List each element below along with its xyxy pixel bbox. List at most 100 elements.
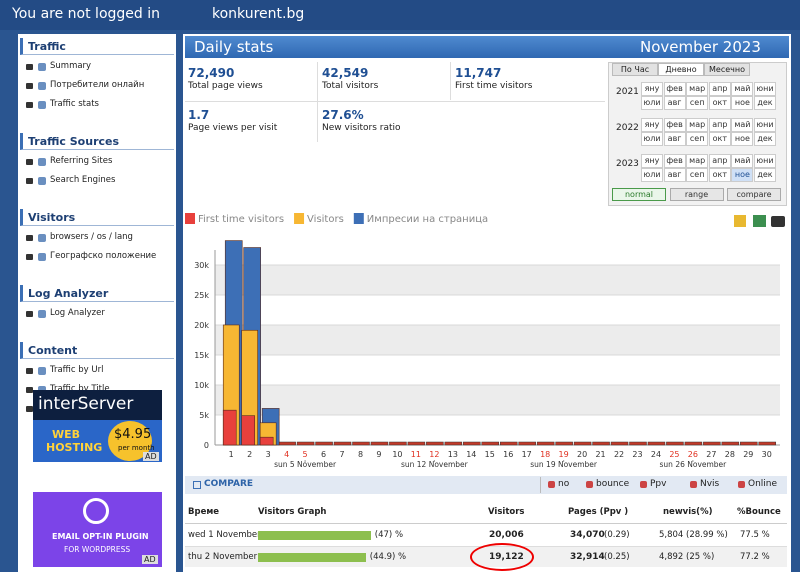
calendar-month[interactable]: мар — [686, 82, 709, 96]
calendar-month[interactable]: дек — [754, 132, 776, 146]
calendar-month[interactable]: авг — [663, 96, 686, 110]
calendar-month[interactable]: фев — [663, 154, 686, 168]
compare-option[interactable]: Online — [748, 479, 778, 489]
calendar-month[interactable]: апр — [708, 154, 731, 168]
calendar-month[interactable]: мар — [686, 118, 709, 132]
calendar-tab[interactable]: Месечно — [704, 63, 750, 76]
calendar-month[interactable]: юли — [641, 96, 663, 110]
calendar-month[interactable]: яну — [641, 118, 663, 132]
calendar-button[interactable]: range — [669, 188, 724, 201]
calendar-month[interactable]: ное — [731, 168, 754, 182]
calendar-month[interactable]: дек — [754, 168, 776, 182]
calendar-month[interactable]: май — [731, 154, 754, 168]
section-header[interactable]: Traffic — [20, 38, 174, 55]
highlight-circle — [470, 543, 534, 571]
icon[interactable] — [753, 215, 766, 227]
calendar-month[interactable]: сеп — [686, 132, 709, 146]
nav-link[interactable]: Географско положение — [50, 251, 157, 261]
compare-option[interactable]: Nvis — [700, 479, 720, 489]
section-header[interactable]: Visitors — [20, 209, 174, 226]
calendar-month[interactable]: сеп — [686, 168, 709, 182]
calendar-month[interactable]: фев — [663, 118, 686, 132]
bar — [241, 415, 255, 446]
bar-base — [721, 441, 740, 446]
calendar-month[interactable]: апр — [708, 82, 731, 96]
calendar-year: 2021 — [616, 87, 639, 97]
section-header[interactable]: Content — [20, 342, 174, 359]
calendar-month[interactable]: яну — [641, 154, 663, 168]
nav-link[interactable]: Traffic by Url — [50, 365, 104, 375]
calendar-button[interactable]: normal — [612, 188, 666, 201]
x-tick-label: 20 — [577, 450, 587, 459]
stat-label: Total page views — [188, 81, 263, 91]
nav-icon — [38, 253, 46, 261]
calendar-month[interactable]: дек — [754, 96, 776, 110]
calendar-month[interactable]: май — [731, 82, 754, 96]
chart-icons[interactable] — [734, 215, 785, 227]
bar — [259, 436, 274, 446]
calendar-month[interactable]: фев — [663, 82, 686, 96]
nav-link[interactable]: Search Engines — [50, 175, 116, 185]
calendar-month[interactable]: окт — [708, 132, 731, 146]
plot — [215, 250, 780, 446]
calendar-month[interactable]: юли — [641, 132, 663, 146]
cell-ppv: (0.29) — [604, 530, 630, 540]
calendar-month[interactable]: окт — [708, 168, 731, 182]
nav-link[interactable]: Log Analyzer — [50, 308, 105, 318]
compare-icon — [193, 481, 201, 489]
calendar-month[interactable]: авг — [663, 168, 686, 182]
calendar-month[interactable]: окт — [708, 96, 731, 110]
calendar-month[interactable]: апр — [708, 118, 731, 132]
nav-icon — [38, 234, 46, 242]
compare-option[interactable]: bounce — [596, 479, 630, 489]
nav-link[interactable]: Referring Sites — [50, 156, 113, 166]
sidebar — [18, 34, 176, 572]
legend-swatch — [353, 213, 364, 224]
calendar-month[interactable]: юни — [754, 118, 776, 132]
icon[interactable] — [771, 216, 785, 227]
calendar-month[interactable]: юни — [754, 82, 776, 96]
grid-band — [215, 265, 780, 295]
calendar-month[interactable]: юни — [754, 154, 776, 168]
nav-link[interactable]: Traffic by Title — [50, 384, 110, 394]
nav-icon — [38, 63, 46, 71]
ad-top — [33, 390, 162, 420]
y-tick-label: 10k — [194, 381, 209, 390]
lock-icon — [26, 406, 33, 412]
visitors-bar — [258, 531, 371, 540]
nav-link[interactable]: Traffic stats — [50, 99, 99, 109]
calendar-month[interactable]: мар — [686, 154, 709, 168]
calendar-month[interactable]: яну — [641, 82, 663, 96]
compare-option[interactable]: Ppv — [650, 479, 667, 489]
x-tick-label: 25 — [669, 450, 679, 459]
stats-sep — [317, 62, 318, 142]
bar-base — [481, 441, 500, 446]
title-bar — [185, 36, 789, 58]
site-name[interactable]: konkurent.bg — [212, 6, 305, 22]
x-tick-label: 7 — [339, 450, 344, 459]
bar-base — [629, 441, 647, 446]
ad-price: $4.95 — [114, 427, 152, 442]
compare-option[interactable]: no — [558, 479, 570, 489]
calendar-month[interactable]: ное — [731, 96, 754, 110]
compare-bar — [185, 476, 787, 494]
calendar-tab[interactable]: По Час — [612, 63, 658, 76]
calendar-month[interactable]: юли — [641, 168, 663, 182]
nav-link[interactable]: Потребители онлайн — [50, 80, 145, 90]
section-header[interactable]: Traffic Sources — [20, 133, 174, 150]
icon[interactable] — [734, 215, 746, 227]
calendar-month[interactable]: ное — [731, 132, 754, 146]
table-header: %Bounce — [737, 507, 781, 517]
calendar-month[interactable]: авг — [663, 132, 686, 146]
calendar-button[interactable]: compare — [727, 188, 781, 201]
calendar-month[interactable]: сеп — [686, 96, 709, 110]
calendar-month[interactable]: май — [731, 118, 754, 132]
compare-title[interactable]: COMPARE — [204, 479, 254, 489]
x-tick-label: 24 — [651, 450, 661, 459]
nav-link[interactable]: Summary — [50, 61, 92, 71]
calendar-tab[interactable]: Дневно — [658, 63, 704, 76]
nav-link[interactable]: browsers / os / lang — [50, 232, 133, 242]
top-bar — [0, 0, 800, 30]
table-header: Visitors — [488, 507, 525, 517]
section-header[interactable]: Log Analyzer — [20, 285, 174, 302]
